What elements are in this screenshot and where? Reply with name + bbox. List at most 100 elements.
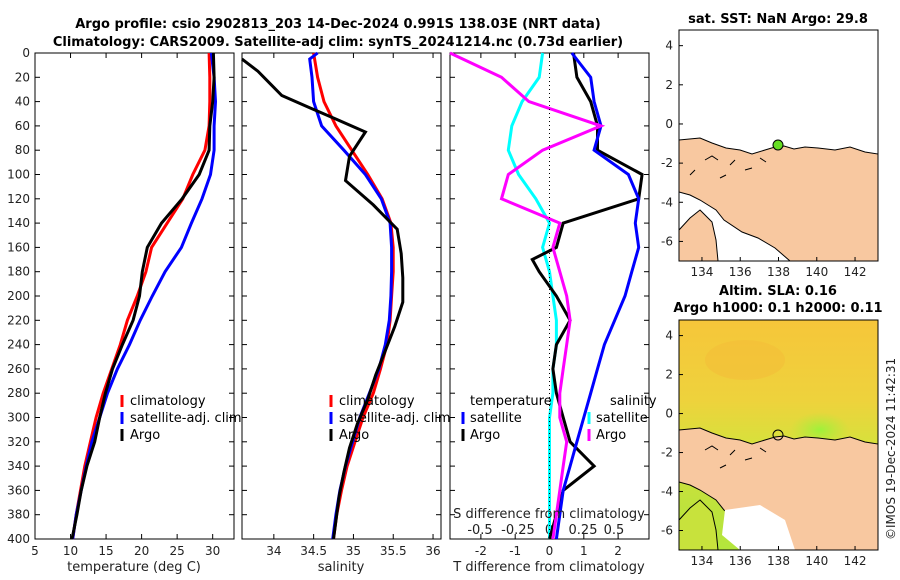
depth-y-ticks: 0 20 40 60 80 100 120 140 160 180 200 220 240 260 280 3… [7, 46, 30, 546]
x-tick-label: -2 [475, 544, 487, 558]
map-x-tick-label: 138 [767, 554, 790, 568]
map-x-tick-label: 134 [691, 265, 714, 279]
x-tick-label: 20 [134, 544, 149, 558]
legend-label-satellite: satellite-adj. clim [339, 411, 451, 426]
map-x-tick-label: 142 [844, 554, 867, 568]
salinity-panel: 34 34.5 35 35.5 36 salinity climatology satel… [241, 51, 451, 575]
depth-tick-label: 80 [15, 143, 30, 157]
sla-new-guinea-landmass [678, 427, 879, 551]
x-tick-label: 1 [580, 544, 588, 558]
x-tick-label: 36 [425, 544, 440, 558]
depth-tick-label: 280 [7, 386, 30, 400]
t-difference-x-label: T difference from climatology [452, 560, 645, 575]
legend-label-s-satellite: satellite [596, 411, 648, 426]
x-tick-label: 5 [31, 544, 39, 558]
sla-map-coastline-details [704, 445, 767, 469]
legend-label-argo: Argo [339, 428, 369, 443]
map-y-tick-label: -6 [661, 524, 673, 538]
map-y-tick-label: -6 [661, 234, 673, 248]
imos-watermark: ©IMOS 19-Dec-2024 11:42:31 [884, 358, 898, 540]
x-tick-label: 30 [205, 544, 220, 558]
x-tick-label: 34 [266, 544, 281, 558]
temperature-panel: 5 10 15 20 25 30 0 20 40 60 80 100 120 140 160 180 200 2… [7, 46, 242, 575]
map-y-tick-label: 0 [665, 407, 673, 421]
series-line-t-satellite [506, 52, 558, 539]
sla-map-title-line1: Altim. SLA: 0.16 [719, 284, 837, 299]
legend-salinity-title: salinity [610, 394, 657, 409]
x-tick-label: 10 [63, 544, 78, 558]
sla-map-ticks: 134 136 138 140 142 4 2 0 -2 -4 -6 [661, 329, 866, 568]
s-difference-tick-label: 0.25 [569, 523, 598, 538]
salinity-axes-frame [241, 52, 442, 540]
sla-orange-patch [705, 340, 785, 380]
x-tick-label: 0 [546, 544, 554, 558]
salinity-series [241, 51, 405, 540]
depth-tick-label: 240 [7, 338, 30, 352]
x-tick-label: 34.5 [300, 544, 327, 558]
new-guinea-landmass [678, 137, 879, 262]
temperature-axes-frame [34, 52, 235, 540]
depth-tick-label: 140 [7, 216, 30, 230]
depth-tick-label: 60 [15, 119, 30, 133]
map-y-tick-label: 2 [665, 78, 673, 92]
difference-panel: -2 -1 0 1 2 -0.5 -0.25 0 0.25 0.5 S difference f… [449, 51, 657, 575]
depth-tick-label: 160 [7, 240, 30, 254]
map-y-tick-label: -4 [661, 195, 673, 209]
depth-tick-label: 120 [7, 192, 30, 206]
temperature-x-ticks: 5 10 15 20 25 30 [31, 52, 234, 558]
s-difference-ticks: -0.5 -0.25 0 0.25 0.5 [467, 523, 624, 538]
temperature-legend: climatology satellite-adj. clim Argo [120, 394, 242, 443]
argo-location-marker-sla [772, 429, 784, 441]
depth-tick-label: 300 [7, 411, 30, 425]
legend-label-climatology: climatology [130, 394, 206, 409]
s-difference-tick-label: -0.5 [467, 523, 492, 538]
map-x-tick-label: 140 [805, 265, 828, 279]
map-y-tick-label: -2 [661, 156, 673, 170]
map-y-tick-label: -2 [661, 446, 673, 460]
sst-map-ticks: 134 136 138 140 142 4 2 0 -2 -4 -6 [661, 39, 866, 279]
map-x-tick-label: 136 [729, 554, 752, 568]
difference-series [449, 51, 644, 540]
salinity-x-ticks: 34 34.5 35 35.5 36 [242, 52, 441, 558]
legend-label-t-satellite: satellite [470, 411, 522, 426]
sla-map-panel: Altim. SLA: 0.16 Argo h1000: 0.1 h2000: … [661, 284, 883, 568]
legend-label-t-argo: Argo [470, 428, 500, 443]
depth-tick-label: 180 [7, 265, 30, 279]
series-line-argo [241, 57, 405, 540]
s-difference-axis-label: S difference from climatology [453, 507, 645, 522]
x-tick-label: 35.5 [380, 544, 407, 558]
depth-tick-label: 220 [7, 313, 30, 327]
series-line-climatology [71, 52, 212, 540]
map-x-tick-label: 140 [805, 554, 828, 568]
depth-tick-label: 40 [15, 95, 30, 109]
depth-tick-label: 100 [7, 168, 30, 182]
depth-tick-label: 400 [7, 532, 30, 546]
s-difference-tick-label: -0.25 [501, 523, 535, 538]
legend-label-climatology: climatology [339, 394, 415, 409]
figure-title-line1: Argo profile: csio 2902813_203 14-Dec-20… [75, 17, 600, 32]
map-x-tick-label: 136 [729, 265, 752, 279]
x-tick-label: 35 [346, 544, 361, 558]
temperature-x-label: temperature (deg C) [67, 560, 201, 575]
temperature-series [70, 52, 218, 540]
series-line-satellite-adj-clim [71, 52, 218, 540]
map-x-tick-label: 134 [691, 554, 714, 568]
depth-tick-label: 360 [7, 483, 30, 497]
difference-legend: temperature salinity satellite satellite Arg… [461, 394, 657, 443]
series-line-argo [70, 52, 216, 540]
x-tick-label: 25 [170, 544, 185, 558]
sst-map-coastline-details [689, 155, 767, 179]
series-line-s-argo [449, 51, 606, 540]
sla-missing-data [722, 505, 795, 550]
x-tick-label: 15 [98, 544, 113, 558]
argo-location-marker [772, 139, 784, 151]
depth-tick-label: 20 [15, 70, 30, 84]
depth-tick-label: 320 [7, 435, 30, 449]
salinity-legend: climatology satellite-adj. clim Argo [329, 394, 451, 443]
depth-tick-label: 380 [7, 508, 30, 522]
legend-label-argo: Argo [130, 428, 160, 443]
sst-map-title: sat. SST: NaN Argo: 29.8 [688, 12, 868, 27]
map-y-tick-label: 0 [665, 117, 673, 131]
s-difference-tick-label: 0.5 [604, 523, 625, 538]
